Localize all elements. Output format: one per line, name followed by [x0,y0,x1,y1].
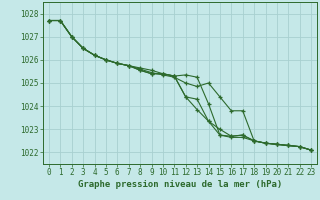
X-axis label: Graphe pression niveau de la mer (hPa): Graphe pression niveau de la mer (hPa) [78,180,282,189]
